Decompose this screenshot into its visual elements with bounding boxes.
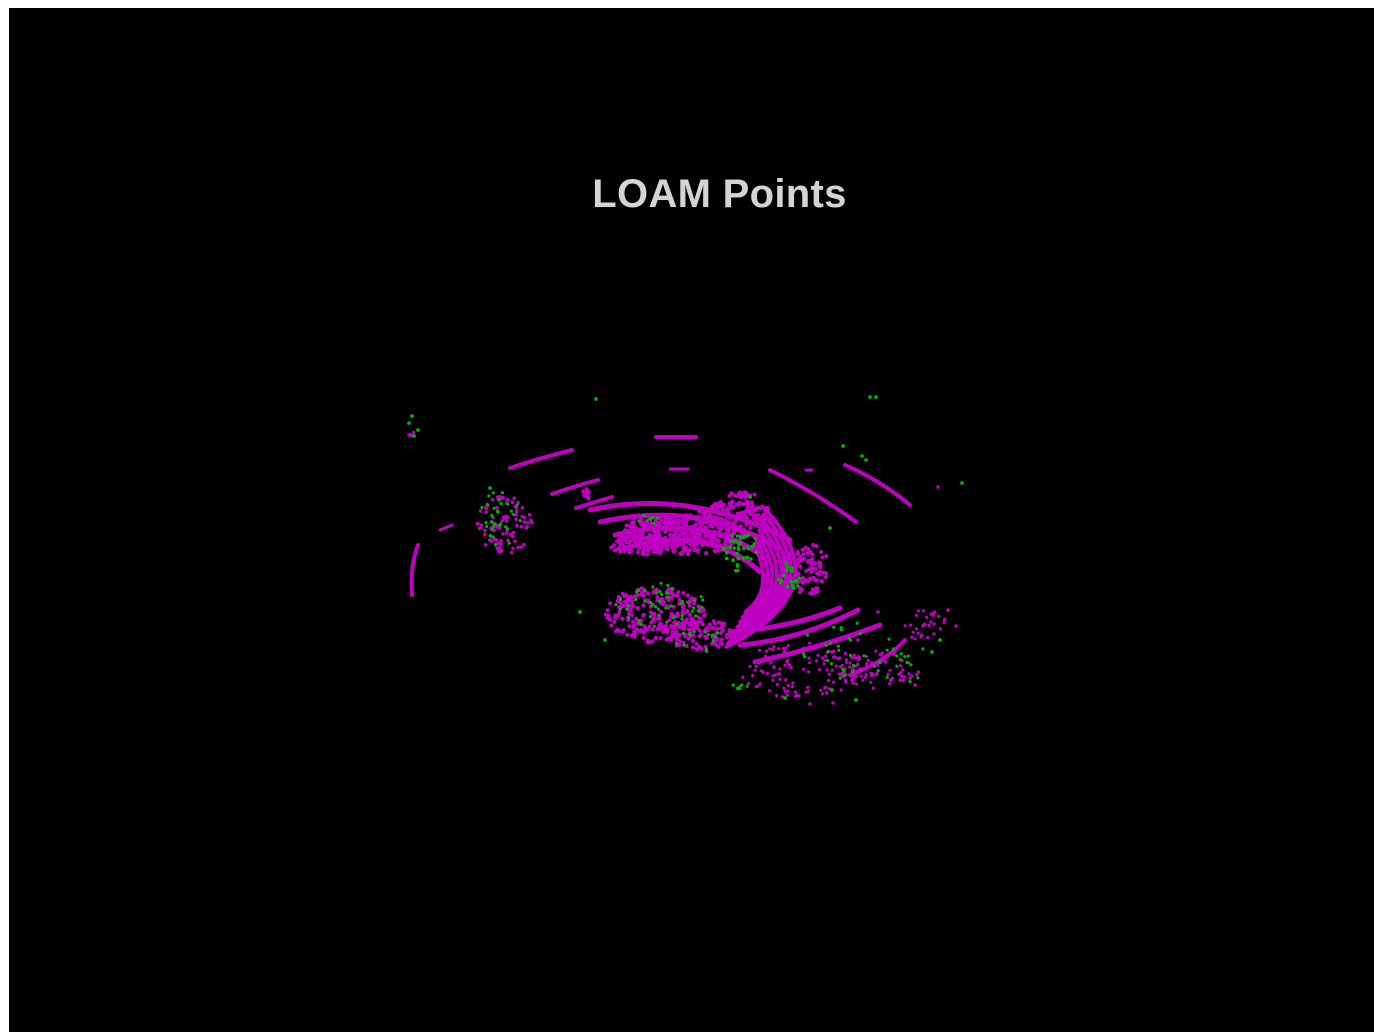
point-cloud-view[interactable] xyxy=(9,8,1374,1032)
edge-points xyxy=(407,395,964,702)
plot-title: LOAM Points xyxy=(592,172,847,216)
surface-points xyxy=(407,430,958,706)
point-cloud-figure: LOAM Points xyxy=(9,8,1374,1032)
